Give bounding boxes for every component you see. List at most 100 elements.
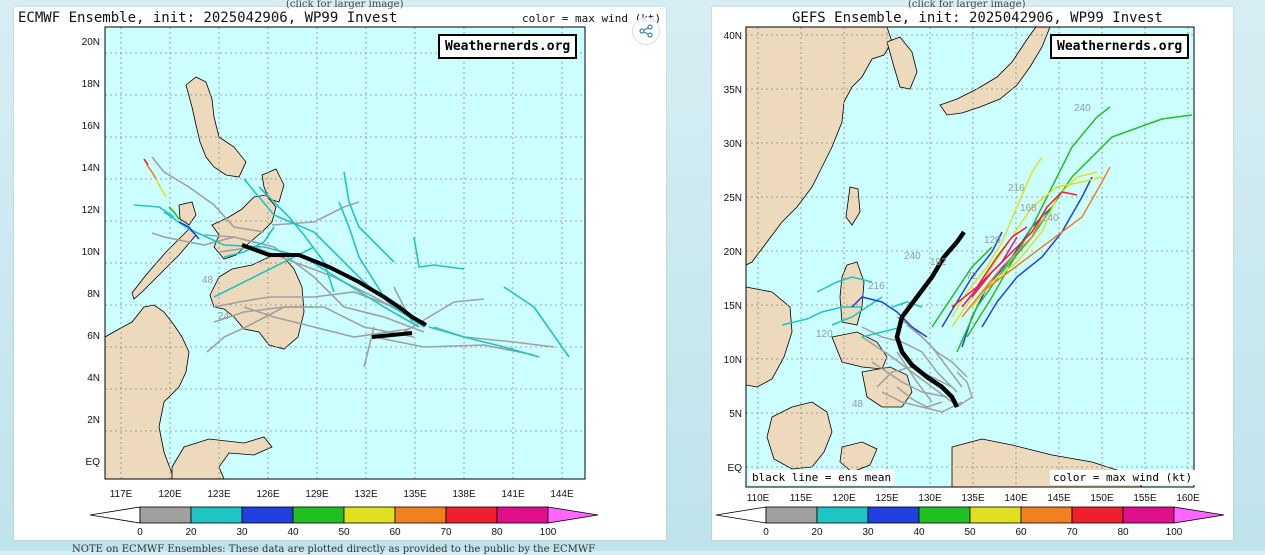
- gefs-track-map: EQ 5N 10N 15N 20N 25N 30N 35N 40N 110E 1…: [715, 26, 1225, 538]
- left-lon-label: 123E: [207, 489, 231, 500]
- left-lat-label: 14N: [82, 163, 100, 174]
- right-lon-label: 115E: [790, 493, 813, 504]
- right-track-label: 72: [966, 271, 978, 282]
- right-colorbar-value: 80: [1117, 527, 1129, 538]
- left-colorbar-segment: [292, 506, 345, 524]
- right-lon-label: 155E: [1133, 493, 1157, 504]
- right-colorbar-segment: [867, 506, 920, 524]
- right-lat-label: 35N: [724, 85, 742, 96]
- left-map-title: ECMWF Ensemble, init: 2025042906, WP99 I…: [18, 10, 398, 26]
- right-lat-label: 30N: [724, 139, 742, 150]
- right-top-caption: (click for larger image): [908, 0, 1026, 10]
- right-colorbar-segment: [1020, 506, 1073, 524]
- left-colorbar-value: 30: [236, 527, 248, 538]
- left-lat-label: 4N: [87, 373, 100, 384]
- left-colorbar-segment: [139, 506, 192, 524]
- right-colorbar-segment: [918, 506, 971, 524]
- right-colorbar-segment: [1071, 506, 1124, 524]
- right-land-taiwan: [845, 186, 861, 226]
- right-lon-label: 120E: [832, 493, 856, 504]
- left-track-label: 48: [202, 275, 214, 286]
- right-lon-label: 130E: [918, 493, 942, 504]
- left-lat-label: 18N: [82, 79, 100, 90]
- footer-note: NOTE on ECMWF Ensembles: These data are …: [72, 544, 596, 555]
- right-lat-label: 25N: [724, 193, 742, 204]
- left-track-label: 24: [218, 311, 230, 322]
- right-colorbar-value: 100: [1166, 527, 1183, 538]
- right-colorbar-value: 60: [1015, 527, 1027, 538]
- gefs-panel[interactable]: (click for larger image) GEFS Ensemble, …: [712, 0, 1233, 540]
- left-lat-label: 16N: [82, 121, 100, 132]
- left-lat-label: 6N: [87, 331, 100, 342]
- right-lat-label: EQ: [728, 463, 743, 474]
- left-lon-label: 135E: [403, 489, 427, 500]
- right-colorbar: 0 20 30 40 50 60 70 80 100: [715, 506, 1225, 538]
- left-colorbar-value: 20: [185, 527, 197, 538]
- left-colorbar-value: 80: [491, 527, 503, 538]
- right-track-label: 240: [1074, 103, 1091, 114]
- left-colorbar-value: 40: [287, 527, 299, 538]
- share-button[interactable]: [632, 17, 660, 45]
- right-colorbar-value: 50: [964, 527, 976, 538]
- left-brand-box: Weathernerds.org: [438, 34, 578, 59]
- right-colorbar-value: 20: [811, 527, 823, 538]
- left-lat-label: 12N: [82, 205, 100, 216]
- right-lat-label: 40N: [724, 31, 742, 42]
- share-icon: [639, 24, 653, 38]
- ecmwf-panel[interactable]: (click for larger image) ECMWF Ensemble,…: [14, 0, 666, 540]
- right-land-japan: [939, 27, 1051, 116]
- right-brand-box: Weathernerds.org: [1050, 34, 1190, 59]
- left-lon-label: 126E: [256, 489, 280, 500]
- right-track-label: 216: [868, 281, 885, 292]
- right-land-korea: [886, 36, 918, 90]
- left-land-visayas: [211, 194, 277, 260]
- right-colorbar-segment: [765, 506, 818, 524]
- right-colorbar-value: 0: [763, 527, 769, 538]
- right-lat-label: 20N: [724, 247, 742, 258]
- right-track-label: 240: [1042, 213, 1059, 224]
- left-lon-label: 120E: [158, 489, 182, 500]
- left-map-subtitle: color = max wind (kt): [522, 12, 662, 25]
- right-track-label: 192: [930, 257, 947, 268]
- left-lat-label: 8N: [87, 289, 100, 300]
- right-lon-label: 135E: [961, 493, 985, 504]
- left-land-mindanao: [209, 254, 305, 350]
- left-colorbar-segment: [445, 506, 498, 524]
- left-member-tracks: [133, 156, 570, 368]
- right-colorbar-value: 40: [913, 527, 925, 538]
- right-lon-label: 140E: [1004, 493, 1028, 504]
- right-colorbar-value: 70: [1066, 527, 1078, 538]
- right-track-label: 120: [984, 235, 1001, 246]
- right-lon-label: 110E: [747, 493, 770, 504]
- right-lat-label: 10N: [724, 355, 742, 366]
- right-colorbar-value: 30: [862, 527, 874, 538]
- right-colorbar-start: [715, 506, 767, 524]
- left-land-sulawesi: [171, 436, 273, 479]
- right-land-asia: [746, 27, 893, 266]
- left-lon-label: 141E: [501, 489, 525, 500]
- left-colorbar-value: 50: [338, 527, 350, 538]
- left-colorbar-segment: [343, 506, 396, 524]
- right-colorbar-end: [1173, 506, 1225, 524]
- left-land-mindoro: [178, 201, 197, 226]
- right-lon-label: 145E: [1047, 493, 1071, 504]
- right-grid: [746, 27, 1194, 487]
- left-colorbar-segment: [394, 506, 447, 524]
- left-land-samar: [261, 168, 285, 203]
- left-lon-label: 132E: [354, 489, 378, 500]
- left-lon-label: 129E: [305, 489, 329, 500]
- left-colorbar-end: [547, 506, 599, 524]
- left-top-caption: (click for larger image): [286, 0, 404, 10]
- left-colorbar-value: 70: [440, 527, 452, 538]
- right-colorbar-segment: [816, 506, 869, 524]
- left-land-palawan: [131, 228, 197, 300]
- left-lat-label: 10N: [82, 247, 100, 258]
- ens-mean-note: black line = ens mean: [749, 470, 895, 485]
- right-member-tracks: [781, 106, 1193, 413]
- left-colorbar-segment: [190, 506, 243, 524]
- left-colorbar-segment: [496, 506, 549, 524]
- left-colorbar-start: [89, 506, 141, 524]
- right-lon-label: 150E: [1090, 493, 1114, 504]
- right-colorbar-segment: [1122, 506, 1175, 524]
- right-track-label: 120: [816, 329, 833, 340]
